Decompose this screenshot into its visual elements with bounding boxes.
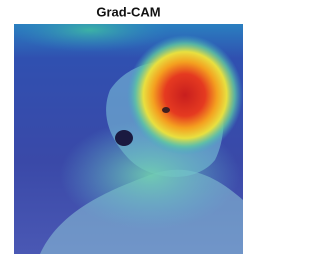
heatmap-image [10,8,243,254]
figure: Grad-CAM [0,0,257,261]
page: Grad-CAM (() => { const data = JSON.pars… [0,0,257,261]
title: Grad-CAM [96,4,160,19]
